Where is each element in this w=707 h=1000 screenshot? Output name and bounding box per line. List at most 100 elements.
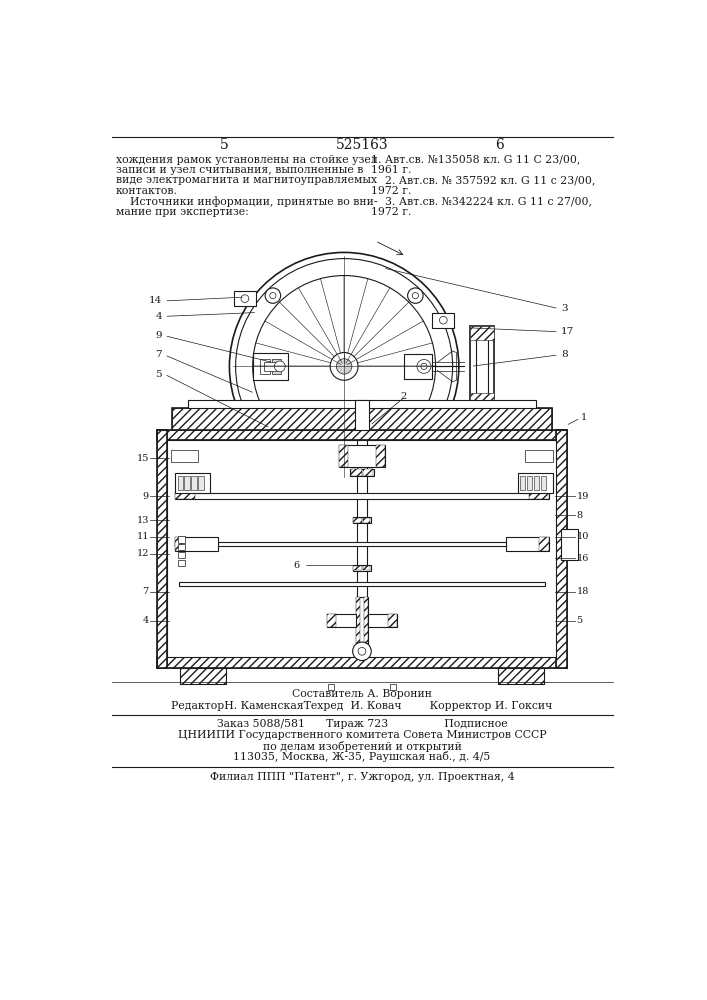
Circle shape [414,436,420,442]
Text: 19: 19 [577,492,589,501]
Bar [175,542,549,546]
Bar [175,542,194,546]
Circle shape [230,252,459,480]
Bar [498,668,544,684]
Text: 5: 5 [577,616,583,625]
Bar [253,353,288,380]
Text: по делам изобретений и открытий: по делам изобретений и открытий [262,741,462,752]
Circle shape [409,431,425,447]
Circle shape [330,353,358,380]
Bar [175,493,549,499]
Bar [192,476,197,490]
Circle shape [440,316,448,324]
Bar [376,445,385,466]
Bar [175,537,218,551]
Text: хождения рамок установлены на стойке узел: хождения рамок установлены на стойке узе… [115,155,377,165]
Text: Источники информации, принятые во вни-: Источники информации, принятые во вни- [115,196,377,207]
Text: 4: 4 [143,616,149,625]
Text: Заказ 5088/581      Тираж 723                Подписное: Заказ 5088/581 Тираж 723 Подписное [216,719,507,729]
Bar [175,493,194,499]
Text: 17: 17 [561,327,574,336]
Bar [363,617,372,624]
Bar [234,291,256,306]
Text: записи и узел считывания, выполненные в: записи и узел считывания, выполненные в [115,165,363,175]
Bar [352,617,362,624]
Bar [175,473,210,493]
Bar [351,469,373,476]
Bar [156,430,168,668]
Bar [199,476,204,490]
Text: 8: 8 [577,511,583,520]
Text: 3: 3 [561,304,568,313]
Circle shape [268,436,274,442]
Text: 12: 12 [136,549,149,558]
Bar [363,518,370,523]
Bar [177,544,185,550]
Text: 9: 9 [156,331,162,340]
Bar [539,537,549,551]
Bar [469,326,494,406]
Bar [368,614,397,627]
Circle shape [265,288,281,303]
Bar [506,537,549,551]
Bar [259,359,270,374]
Bar [156,430,168,668]
Bar [179,582,545,586]
Bar [272,359,281,374]
Bar [354,518,362,523]
Text: 3. Авт.св. №342224 кл. G 11 с 27/00,: 3. Авт.св. №342224 кл. G 11 с 27/00, [371,196,592,206]
Text: 7: 7 [156,350,162,359]
Circle shape [274,361,285,372]
Text: 525163: 525163 [336,138,388,152]
Bar [327,614,337,627]
Bar [390,684,396,690]
Circle shape [412,293,419,299]
Text: 14: 14 [148,296,162,305]
Bar [185,476,190,490]
Bar [177,536,185,543]
Bar [177,560,185,566]
Text: Филиал ППП "Патент", г. Ужгород, ул. Проектная, 4: Филиал ППП "Патент", г. Ужгород, ул. Про… [210,772,514,782]
Bar [357,440,367,657]
Bar [433,312,454,328]
Circle shape [252,276,436,457]
Bar [264,457,285,473]
Circle shape [358,647,366,655]
Bar [556,430,567,668]
Bar [353,517,371,523]
Bar [339,445,348,466]
Bar [156,430,567,440]
Bar [153,426,571,672]
Circle shape [214,237,474,496]
Text: 16: 16 [577,554,589,563]
Bar [363,597,368,644]
Bar [556,430,567,668]
Circle shape [421,363,427,369]
Circle shape [241,295,249,302]
Circle shape [353,642,371,661]
Text: Составитель А. Воронин: Составитель А. Воронин [292,689,432,699]
Bar [530,542,549,546]
Text: виде электромагнита и магнитоуправляемых: виде электромагнита и магнитоуправляемых [115,175,377,185]
Bar [327,614,356,627]
Bar [527,476,532,490]
Bar [534,476,539,490]
Circle shape [270,293,276,299]
Text: 5: 5 [220,138,228,152]
Bar [177,476,183,490]
Bar [339,445,385,466]
Text: РедакторН. КаменскаяТехред  И. Ковач        Корректор И. Гоксич: РедакторН. КаменскаяТехред И. Ковач Корр… [171,701,553,711]
Bar [520,476,525,490]
Text: 113035, Москва, Ж-35, Раушская наб., д. 4/5: 113035, Москва, Ж-35, Раушская наб., д. … [233,751,491,762]
Bar [355,400,369,430]
Bar [476,333,489,400]
Text: 5: 5 [156,370,162,379]
Bar [541,476,547,490]
Text: 9: 9 [143,492,149,501]
Bar [264,362,276,371]
Bar [387,614,397,627]
Bar [168,440,556,657]
Text: 1961 г.: 1961 г. [371,165,411,175]
Text: 2. Авт.св. № 357592 кл. G 11 с 23/00,: 2. Авт.св. № 357592 кл. G 11 с 23/00, [371,175,595,185]
Bar [530,493,549,499]
